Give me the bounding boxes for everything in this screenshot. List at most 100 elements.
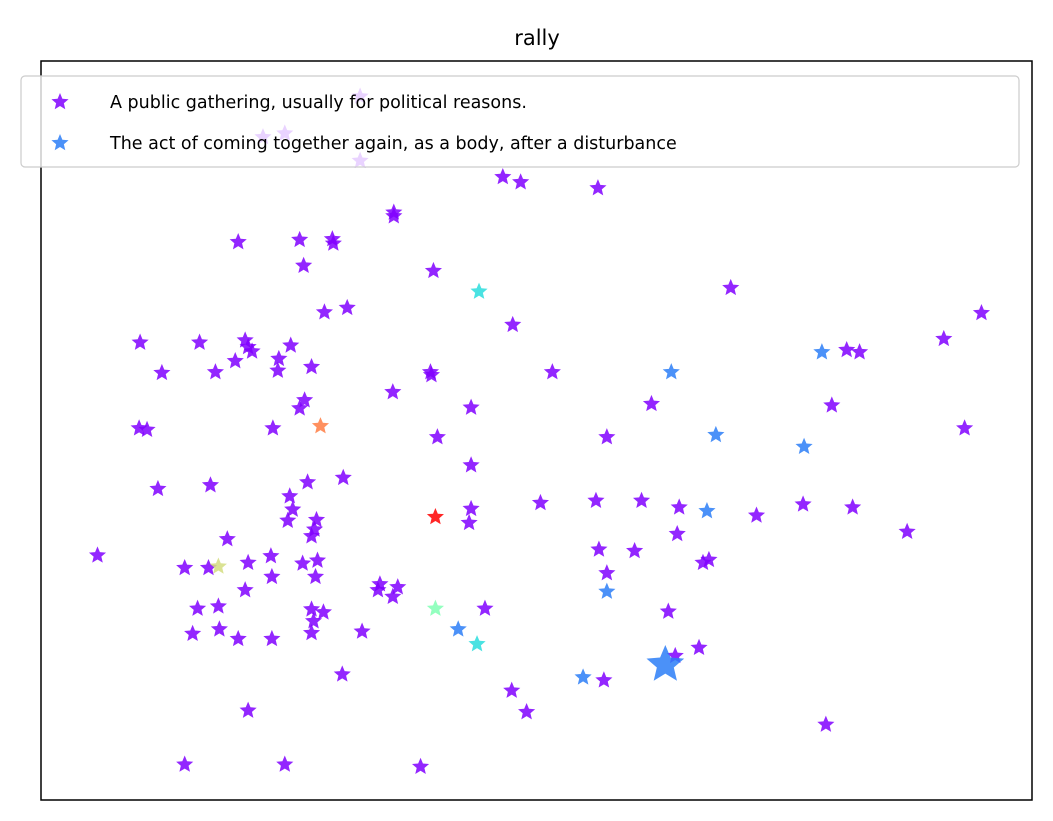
data-point-series-1-0 [662, 363, 680, 380]
data-point-series-0-56 [284, 500, 302, 517]
data-point-series-0-60 [302, 527, 321, 544]
data-point-series-1-7 [574, 668, 592, 685]
data-point-series-0-102 [263, 629, 281, 647]
data-point-series-0-95 [314, 603, 332, 620]
data-point-series-0-61 [462, 499, 480, 517]
data-point-series-0-48 [823, 396, 841, 413]
data-point-series-0-25 [282, 336, 300, 353]
data-point-series-0-57 [279, 511, 297, 528]
data-point-series-0-68 [794, 495, 812, 512]
data-point-series-0-27 [206, 363, 224, 380]
data-point-series-0-21 [191, 333, 209, 350]
data-point-series-0-51 [201, 476, 220, 493]
data-point-series-0-101 [229, 629, 247, 647]
data-point-series-0-19 [972, 304, 991, 321]
data-point-series-0-88 [236, 581, 254, 598]
data-point-series-0-78 [308, 551, 327, 568]
data-point-series-0-49 [956, 419, 974, 436]
data-point-series-0-82 [199, 558, 218, 576]
data-point-series-0-100 [210, 620, 228, 637]
data-point-series-0-94 [302, 600, 321, 617]
data-point-series-0-106 [503, 681, 521, 698]
data-point-series-0-110 [690, 638, 708, 656]
data-point-series-0-10 [291, 230, 309, 248]
data-point-extra-5 [209, 557, 227, 574]
data-point-series-0-17 [315, 303, 333, 320]
data-point-series-1-3 [795, 437, 813, 455]
data-point-series-0-20 [131, 333, 149, 350]
data-point-series-0-112 [176, 755, 194, 772]
data-point-series-0-47 [642, 394, 661, 412]
legend: A public gathering, usually for politica… [20, 75, 1020, 168]
legend-label-1: The act of coming together again, as a b… [109, 134, 677, 154]
data-point-series-0-113 [276, 755, 294, 772]
data-point-series-0-35 [935, 329, 953, 347]
data-point-series-0-89 [369, 581, 387, 598]
data-point-series-0-44 [462, 398, 480, 415]
data-point-extra-1 [468, 635, 486, 652]
data-point-series-0-91 [389, 578, 407, 595]
data-point-series-0-69 [844, 498, 862, 515]
data-point-series-0-103 [302, 623, 321, 641]
data-point-series-0-37 [851, 343, 869, 360]
data-point-series-0-40 [264, 419, 282, 436]
data-point-series-1-4 [698, 502, 716, 519]
data-point-series-0-75 [239, 553, 257, 571]
data-point-extra-2 [426, 599, 444, 616]
data-point-series-0-93 [209, 597, 227, 614]
data-point-series-0-77 [294, 554, 312, 571]
data-point-series-0-114 [411, 757, 430, 775]
data-point-series-0-53 [334, 468, 352, 486]
data-point-series-0-96 [304, 612, 323, 629]
data-point-series-0-74 [218, 530, 236, 547]
data-point-series-0-71 [668, 524, 686, 542]
data-point-series-0-46 [598, 428, 616, 445]
data-point-series-0-92 [189, 599, 207, 616]
data-point-series-1-8 [646, 644, 685, 681]
data-point-series-0-42 [296, 391, 314, 408]
data-point-series-0-34 [543, 363, 561, 380]
legend-star-icon-0 [51, 93, 69, 110]
data-point-series-0-5 [512, 173, 530, 190]
data-point-series-0-24 [243, 342, 261, 359]
data-point-series-0-97 [476, 599, 494, 616]
legend-marker-1 [51, 134, 69, 151]
data-point-series-0-31 [302, 357, 321, 375]
data-point-series-0-104 [353, 622, 371, 639]
data-point-series-0-98 [659, 602, 677, 619]
data-point-series-0-4 [494, 168, 512, 185]
data-point-series-0-54 [462, 456, 480, 473]
data-point-series-0-18 [504, 315, 522, 333]
data-point-series-0-15 [722, 278, 740, 296]
data-point-series-0-30 [269, 361, 287, 378]
data-point-series-0-81 [176, 558, 194, 576]
data-point-series-0-52 [299, 473, 317, 490]
data-point-series-0-76 [262, 547, 280, 564]
data-point-series-0-70 [898, 522, 916, 540]
data-point-series-0-115 [239, 701, 257, 718]
data-point-series-0-16 [338, 298, 356, 316]
data-point-series-0-65 [632, 491, 651, 508]
data-point-series-1-1 [813, 343, 831, 360]
plot-frame [40, 60, 1033, 801]
data-point-series-0-72 [626, 541, 644, 559]
data-point-series-0-87 [598, 564, 616, 581]
data-point-series-0-36 [838, 340, 856, 358]
data-point-series-0-55 [281, 487, 299, 504]
chart-title: rally [514, 26, 560, 50]
data-point-series-0-62 [460, 513, 478, 531]
data-point-series-0-50 [149, 479, 167, 497]
legend-star-icon-1 [51, 134, 69, 151]
data-point-series-0-86 [694, 553, 712, 571]
data-point-series-0-58 [307, 510, 326, 528]
data-point-series-0-41 [291, 399, 309, 416]
data-point-series-0-6 [589, 179, 607, 196]
data-point-series-0-66 [670, 498, 688, 515]
data-point-series-0-63 [531, 493, 550, 511]
data-point-series-0-84 [590, 540, 608, 557]
data-point-series-0-105 [333, 665, 351, 682]
data-point-series-0-90 [384, 587, 402, 605]
data-point-series-0-26 [153, 363, 171, 381]
data-point-series-1-6 [449, 620, 467, 637]
